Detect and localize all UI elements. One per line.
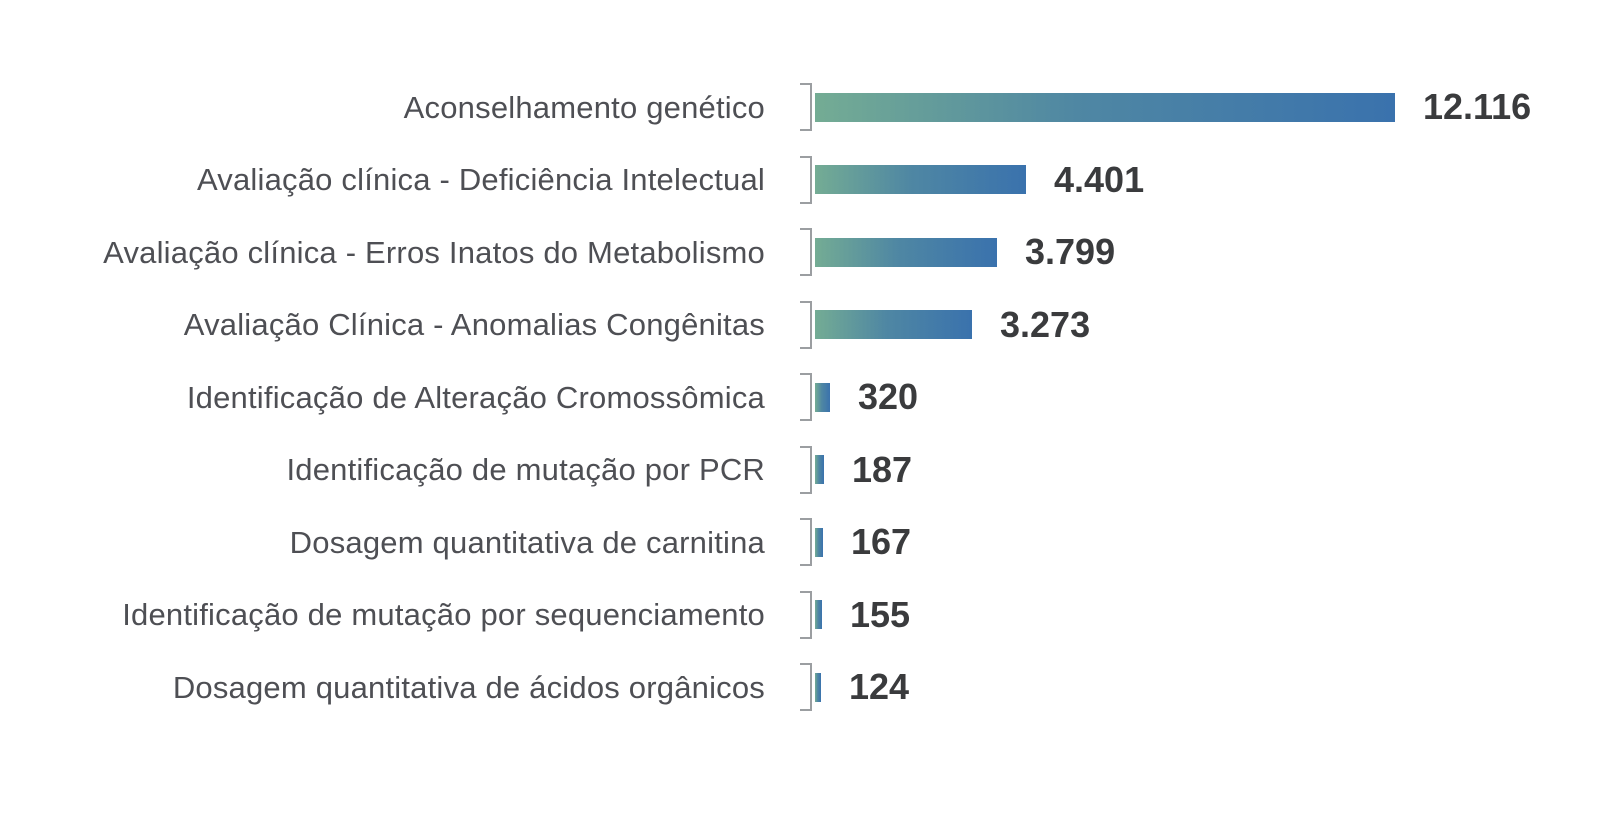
bar <box>815 310 972 340</box>
category-label: Avaliação clínica - Deficiência Intelect… <box>196 162 765 198</box>
value-label: 187 <box>852 448 913 490</box>
category-label: Aconselhamento genético <box>403 89 765 125</box>
bar-track: 167 <box>765 506 1600 579</box>
chart-row: Avaliação clínica - Deficiência Intelect… <box>0 144 1600 217</box>
chart-row: Dosagem quantitativa de ácidos orgânicos… <box>0 651 1600 724</box>
bar-track: 320 <box>765 361 1600 434</box>
axis-bracket-icon <box>800 373 812 422</box>
bar <box>815 455 824 485</box>
category-label: Identificação de Alteração Cromossômica <box>186 379 765 415</box>
axis-bracket-icon <box>800 300 812 349</box>
chart-row: Avaliação clínica - Erros Inatos do Meta… <box>0 216 1600 289</box>
axis-bracket-icon <box>800 155 812 204</box>
axis-bracket-icon <box>800 445 812 494</box>
category-label: Dosagem quantitativa de ácidos orgânicos <box>172 669 765 705</box>
bar-track: 155 <box>765 579 1600 652</box>
value-label: 12.116 <box>1423 86 1532 128</box>
value-label: 4.401 <box>1054 158 1145 200</box>
bar-track: 12.116 <box>765 71 1600 144</box>
bar-track: 187 <box>765 434 1600 507</box>
value-label: 155 <box>850 593 911 635</box>
chart-row: Avaliação Clínica - Anomalias Congênitas… <box>0 289 1600 362</box>
chart-row: Identificação de mutação por sequenciame… <box>0 579 1600 652</box>
category-label: Avaliação clínica - Erros Inatos do Meta… <box>103 234 765 270</box>
value-label: 3.799 <box>1025 231 1116 273</box>
value-label: 3.273 <box>1000 303 1091 345</box>
chart-row: Aconselhamento genético 12.116 <box>0 71 1600 144</box>
axis-bracket-icon <box>800 663 812 712</box>
value-label: 124 <box>849 666 910 708</box>
chart-row: Identificação de mutação por PCR 187 <box>0 434 1600 507</box>
bar-track: 3.273 <box>765 289 1600 362</box>
bar <box>815 672 821 702</box>
bar <box>815 600 822 630</box>
category-label: Identificação de mutação por PCR <box>286 452 765 488</box>
chart-row: Identificação de Alteração Cromossômica … <box>0 361 1600 434</box>
axis-bracket-icon <box>800 518 812 567</box>
chart-row: Dosagem quantitativa de carnitina 167 <box>0 506 1600 579</box>
category-label: Dosagem quantitativa de carnitina <box>289 524 765 560</box>
bar <box>815 92 1395 122</box>
bar <box>815 527 823 557</box>
category-label: Identificação de mutação por sequenciame… <box>122 597 765 633</box>
bar-track: 4.401 <box>765 144 1600 217</box>
bar <box>815 237 997 267</box>
category-label: Avaliação Clínica - Anomalias Congênitas <box>183 307 765 343</box>
axis-bracket-icon <box>800 590 812 639</box>
bar <box>815 382 830 412</box>
value-label: 320 <box>858 376 919 418</box>
bar-track: 3.799 <box>765 216 1600 289</box>
bar-track: 124 <box>765 651 1600 724</box>
bar <box>815 165 1026 195</box>
value-label: 167 <box>851 521 912 563</box>
axis-bracket-icon <box>800 228 812 277</box>
axis-bracket-icon <box>800 83 812 132</box>
